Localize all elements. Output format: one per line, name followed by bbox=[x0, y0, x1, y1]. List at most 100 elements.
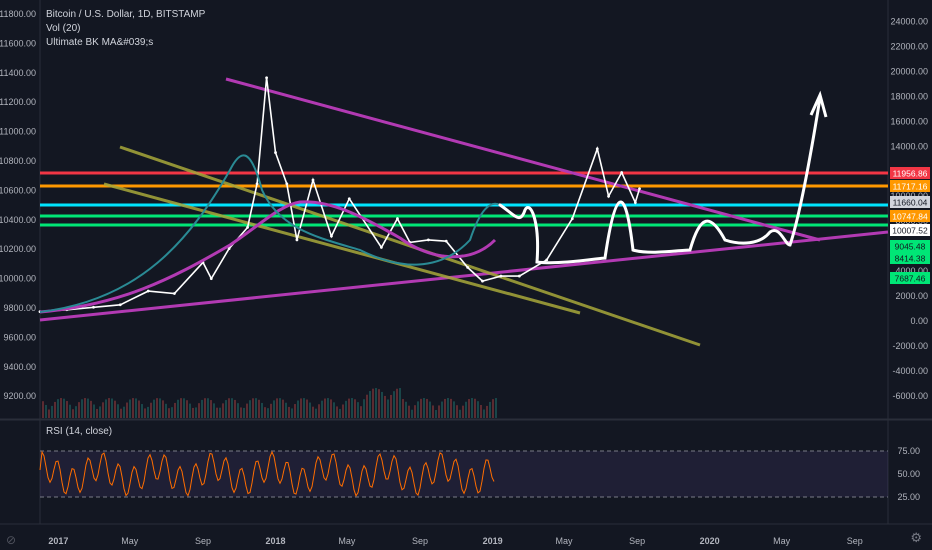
volume-bar bbox=[474, 399, 476, 418]
time-axis-tick: 2017 bbox=[48, 536, 68, 546]
volume-bar bbox=[240, 407, 242, 418]
volume-bar bbox=[207, 398, 209, 418]
time-axis-tick: Sep bbox=[847, 536, 863, 546]
price-point bbox=[571, 217, 574, 220]
volume-bar bbox=[399, 388, 401, 418]
left-axis-tick: 9600.00 bbox=[3, 332, 36, 342]
volume-bar bbox=[246, 404, 248, 418]
left-axis-tick: 9400.00 bbox=[3, 362, 36, 372]
volume-bar bbox=[84, 398, 86, 418]
volume-bar bbox=[480, 405, 482, 418]
volume-bar bbox=[468, 399, 470, 418]
price-point bbox=[256, 182, 259, 185]
volume-bar bbox=[57, 399, 59, 418]
volume-bar bbox=[81, 399, 83, 418]
volume-bar bbox=[402, 399, 404, 418]
volume-bar bbox=[279, 398, 281, 418]
volume-bar bbox=[378, 389, 380, 418]
volume-bar bbox=[249, 400, 251, 418]
volume-bar bbox=[177, 400, 179, 418]
price-badge-label: 10007.52 bbox=[892, 226, 928, 236]
price-point bbox=[427, 239, 430, 242]
volume-bar bbox=[78, 402, 80, 418]
volume-bar bbox=[90, 401, 92, 418]
price-badge-label: 11717.16 bbox=[893, 182, 928, 192]
price-point bbox=[500, 275, 503, 278]
price-point bbox=[147, 290, 150, 293]
volume-bar bbox=[432, 405, 434, 418]
volume-bar bbox=[126, 403, 128, 418]
volume-bar bbox=[150, 403, 152, 418]
volume-legend: Vol (20) bbox=[46, 22, 205, 36]
volume-bar bbox=[87, 399, 89, 418]
volume-bar bbox=[222, 403, 224, 418]
time-axis-tick: May bbox=[773, 536, 791, 546]
right-axis-tick: 2000.00 bbox=[895, 291, 928, 301]
volume-bar bbox=[261, 403, 263, 418]
volume-bar bbox=[165, 404, 167, 418]
volume-bar bbox=[159, 398, 161, 418]
volume-bar bbox=[228, 398, 230, 418]
left-axis-tick: 10400.00 bbox=[0, 215, 36, 225]
right-axis-tick: -4000.00 bbox=[892, 366, 928, 376]
volume-bar bbox=[48, 409, 50, 418]
price-badge: 11660.04 bbox=[890, 196, 930, 208]
volume-bar bbox=[111, 399, 113, 418]
volume-bar bbox=[267, 408, 269, 418]
volume-bar bbox=[357, 402, 359, 418]
volume-bar bbox=[291, 408, 293, 418]
volume-bar bbox=[75, 406, 77, 418]
price-point bbox=[638, 187, 641, 190]
settings-gear-icon[interactable]: ⚙ bbox=[910, 531, 922, 546]
time-axis-tick: May bbox=[121, 536, 139, 546]
volume-bar bbox=[306, 400, 308, 418]
volume-bar bbox=[477, 401, 479, 418]
volume-bar bbox=[147, 407, 149, 418]
volume-bar bbox=[129, 400, 131, 418]
volume-bar bbox=[372, 389, 374, 418]
price-point bbox=[620, 171, 623, 174]
left-axis-tick: 11000.00 bbox=[0, 127, 36, 137]
volume-bar bbox=[264, 407, 266, 418]
volume-bar bbox=[114, 401, 116, 418]
volume-bar bbox=[72, 409, 74, 418]
price-point bbox=[119, 303, 122, 306]
price-point bbox=[265, 76, 268, 79]
volume-bar bbox=[174, 403, 176, 418]
volume-bar bbox=[438, 405, 440, 418]
volume-bar bbox=[462, 406, 464, 418]
price-point bbox=[246, 226, 249, 229]
volume-bar bbox=[144, 408, 146, 418]
right-axis-tick: 20000.00 bbox=[890, 66, 928, 76]
price-point bbox=[330, 235, 333, 238]
volume-bar bbox=[351, 398, 353, 418]
volume-bar bbox=[234, 400, 236, 418]
volume-bar bbox=[276, 398, 278, 418]
price-point bbox=[607, 195, 610, 198]
volume-bar bbox=[354, 399, 356, 418]
volume-bar bbox=[390, 395, 392, 418]
volume-bar bbox=[219, 408, 221, 418]
volume-bar bbox=[96, 409, 98, 418]
volume-bar bbox=[435, 410, 437, 418]
rsi-axis-tick: 25.00 bbox=[897, 492, 920, 502]
right-axis-tick: -6000.00 bbox=[892, 391, 928, 401]
volume-bar bbox=[300, 398, 302, 418]
volume-bar bbox=[330, 399, 332, 418]
price-point bbox=[92, 306, 95, 309]
volume-bar bbox=[237, 403, 239, 418]
volume-bar bbox=[51, 406, 53, 418]
volume-bar bbox=[420, 399, 422, 418]
volume-bar bbox=[294, 404, 296, 418]
left-axis-tick: 11600.00 bbox=[0, 38, 36, 48]
volume-bar bbox=[231, 398, 233, 418]
left-axis-tick: 10600.00 bbox=[0, 185, 36, 195]
time-axis-tick: 2019 bbox=[483, 536, 503, 546]
time-axis-tick: May bbox=[338, 536, 356, 546]
volume-bar bbox=[285, 403, 287, 418]
volume-bar bbox=[333, 402, 335, 418]
volume-bar bbox=[171, 407, 173, 418]
price-badge: 9045.48 bbox=[890, 240, 930, 252]
volume-bar bbox=[459, 410, 461, 418]
